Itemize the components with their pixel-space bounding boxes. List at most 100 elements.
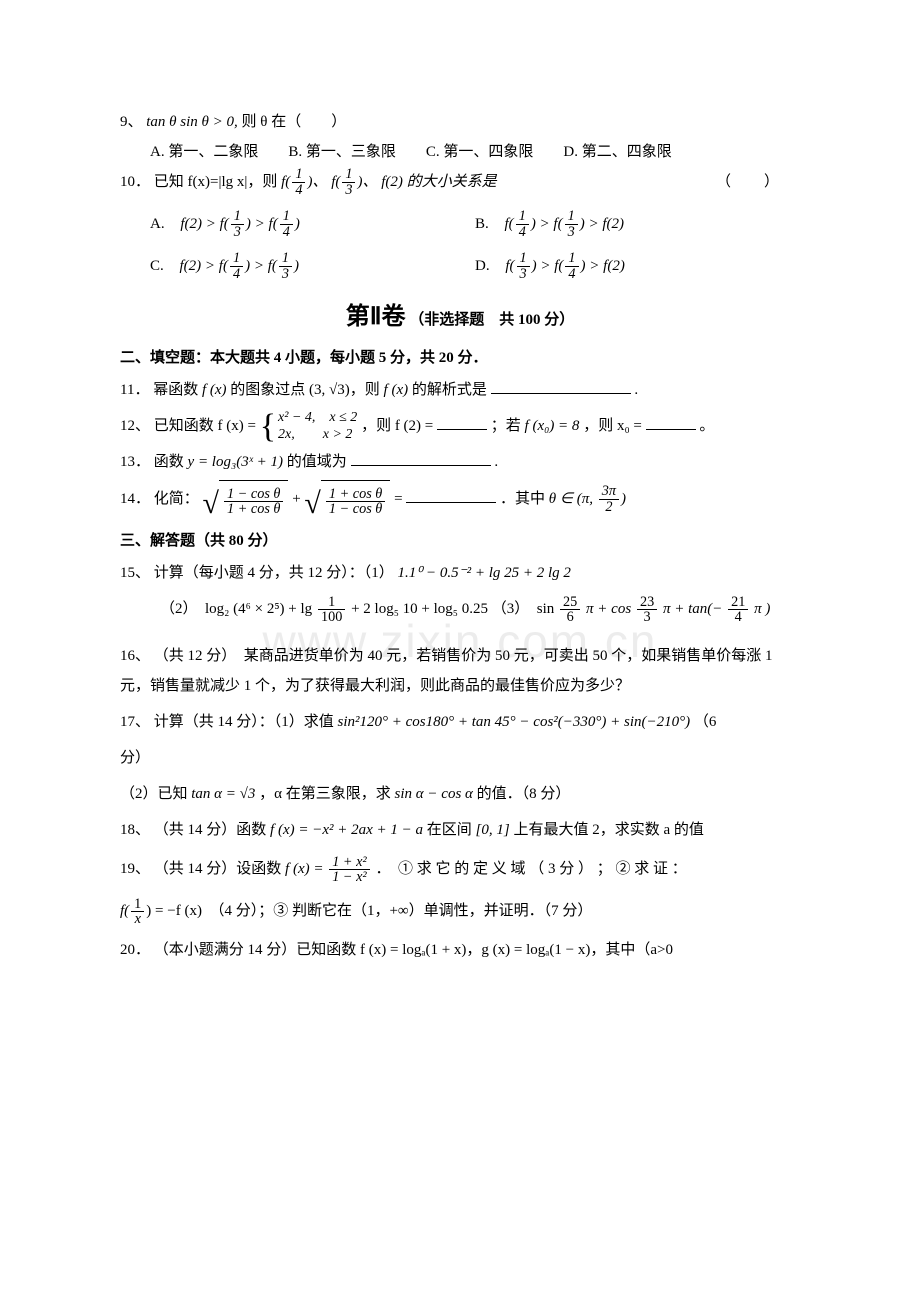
n: 1 bbox=[279, 251, 292, 267]
t: 的值域为 bbox=[287, 454, 347, 470]
num: 18、 bbox=[120, 822, 150, 838]
fl: f (x) = bbox=[285, 861, 327, 877]
question-9: 9、 tan θ sin θ > 0, 则 θ 在（ ） bbox=[120, 110, 800, 134]
int: [0, 1] bbox=[476, 822, 510, 838]
m: π + cos bbox=[586, 601, 631, 617]
l: f(2) > f( bbox=[180, 216, 228, 232]
d: 3 bbox=[637, 610, 657, 625]
blank bbox=[491, 378, 631, 394]
question-17-line2: 分） bbox=[120, 743, 800, 773]
radical-icon: √ bbox=[203, 489, 219, 519]
question-20: 20． （本小题满分 14 分）已知函数 f (x) = logₐ(1 + x)… bbox=[120, 935, 800, 965]
l: f( bbox=[120, 903, 129, 919]
blank bbox=[351, 450, 491, 466]
blank bbox=[437, 414, 487, 430]
n: 1 bbox=[131, 897, 144, 913]
theta-range: θ ∈ (π, 3π2) bbox=[549, 491, 626, 507]
t: 已知函数 f (x) = bbox=[154, 418, 260, 434]
n: 1 bbox=[230, 251, 243, 267]
plus: + bbox=[292, 491, 304, 507]
t: 幂函数 bbox=[153, 382, 202, 398]
t: ．其中 bbox=[500, 491, 549, 507]
t: 计算（共 14 分）：（1）求值 bbox=[154, 714, 338, 730]
question-12: 12、 已知函数 f (x) = { x² − 4, x ≤ 2 2x, x >… bbox=[120, 408, 800, 444]
m: π + tan(− bbox=[663, 601, 722, 617]
m: ) > f( bbox=[531, 216, 563, 232]
d: x bbox=[131, 912, 144, 927]
l: f( bbox=[505, 258, 514, 274]
n: 1 − cos θ bbox=[224, 487, 283, 503]
lbl: B. bbox=[475, 216, 489, 232]
piecewise: { x² − 4, x ≤ 2 2x, x > 2 bbox=[260, 410, 358, 444]
section-2-heading: 二、填空题：本大题共 4 小题，每小题 5 分，共 20 分． bbox=[120, 346, 800, 370]
q9-tail: 则 θ 在（ ） bbox=[242, 114, 347, 130]
brace-icon: { bbox=[260, 410, 276, 444]
row1: x² − 4, x ≤ 2 bbox=[278, 410, 357, 427]
t: f( bbox=[281, 174, 290, 190]
n: 1 bbox=[318, 595, 345, 611]
question-16: 16、 （共 12 分） 某商品进货单价为 40 元，若销售价为 50 元，可卖… bbox=[120, 641, 800, 701]
r: ) > f(2) bbox=[580, 216, 624, 232]
lbl: D. bbox=[475, 258, 490, 274]
question-14: 14． 化简： √ 1 − cos θ1 + cos θ + √ 1 + cos… bbox=[120, 480, 800, 519]
n: 23 bbox=[637, 595, 657, 611]
r: ) > f(2) bbox=[581, 258, 625, 274]
num: 16、 bbox=[120, 648, 150, 664]
q9-opt-b: B. 第一、三象限 bbox=[288, 140, 396, 164]
n: 1 bbox=[280, 209, 293, 225]
part2-heading: 第Ⅱ卷 （非选择题 共 100 分） bbox=[120, 298, 800, 336]
q9-opt-d: D. 第二、四象限 bbox=[563, 140, 671, 164]
d: 4 bbox=[565, 267, 578, 282]
part2-title: 第Ⅱ卷 bbox=[346, 303, 406, 330]
q10-opt-d: D. f(13) > f(14) > f(2) bbox=[475, 248, 800, 284]
t: 的解析式是 bbox=[412, 382, 487, 398]
d: 4 bbox=[280, 225, 293, 240]
t: f( bbox=[331, 174, 340, 190]
radical-icon: √ bbox=[304, 489, 320, 519]
question-15-part23: （2） log₂ (4⁶ × 2⁵) + lg 1100 + 2 log₅ 10… bbox=[160, 591, 800, 627]
end: 。 bbox=[699, 418, 714, 434]
m: ) > f( bbox=[246, 216, 278, 232]
q10-stem: 已知 f(x)=|lg x|，则 bbox=[154, 174, 281, 190]
d: 1 + cos θ bbox=[224, 502, 283, 517]
num: 17、 bbox=[120, 714, 150, 730]
t: )、 bbox=[357, 174, 377, 190]
t: 上有最大值 2，求实数 a 的值 bbox=[513, 822, 703, 838]
t: ，则 x₀ = bbox=[583, 418, 645, 434]
num: 14． bbox=[120, 491, 150, 507]
p2a: （2） log₂ (4⁶ × 2⁵) + lg bbox=[160, 601, 312, 617]
t: （本小题满分 14 分）已知函数 f (x) = logₐ(1 + x)，g (… bbox=[154, 942, 673, 958]
n: 1 bbox=[231, 209, 244, 225]
eq: f (x) = −x² + 2ax + 1 − a bbox=[270, 822, 423, 838]
d: 4 bbox=[728, 610, 748, 625]
q9-opt-c: C. 第一、四象限 bbox=[426, 140, 534, 164]
d: 3 bbox=[565, 225, 578, 240]
q10-opt-c: C. f(2) > f(14) > f(13) bbox=[150, 248, 475, 284]
num: 12、 bbox=[120, 418, 150, 434]
res: sin α − cos α bbox=[395, 786, 473, 802]
d: 4 bbox=[292, 183, 305, 198]
n: 1 bbox=[516, 209, 529, 225]
n: 1 bbox=[292, 167, 305, 183]
sqrt1: √ 1 − cos θ1 + cos θ bbox=[203, 480, 289, 519]
t: ，α 在第三象限，求 bbox=[259, 786, 394, 802]
d: 100 bbox=[318, 610, 345, 625]
end: . bbox=[634, 382, 638, 398]
d: 4 bbox=[230, 267, 243, 282]
end: . bbox=[494, 454, 498, 470]
q10-f13: f(13)、 bbox=[331, 174, 381, 190]
p2b: + 2 log₅ 10 + log₅ 0.25 bbox=[351, 601, 488, 617]
fx: f (x) bbox=[384, 382, 409, 398]
q9-options: A. 第一、二象限 B. 第一、三象限 C. 第一、四象限 D. 第二、四象限 bbox=[150, 140, 800, 164]
r: ) = −f (x) （4 分）；③ 判断它在（1，+∞）单调性，并证明．（7 … bbox=[146, 903, 592, 919]
d: 4 bbox=[516, 225, 529, 240]
q9-math: tan θ sin θ > 0, bbox=[146, 114, 238, 130]
d: 3 bbox=[342, 183, 355, 198]
blank bbox=[646, 414, 696, 430]
p3a: （3） sin bbox=[492, 601, 555, 617]
t: （共 12 分） 某商品进货单价为 40 元，若销售价为 50 元，可卖出 50… bbox=[120, 648, 773, 694]
section-3-heading: 三、解答题（共 80 分） bbox=[120, 529, 800, 553]
d: 1 − x² bbox=[329, 870, 369, 885]
q10-opt-b: B. f(14) > f(13) > f(2) bbox=[475, 206, 800, 242]
n: 1 + x² bbox=[329, 855, 369, 871]
